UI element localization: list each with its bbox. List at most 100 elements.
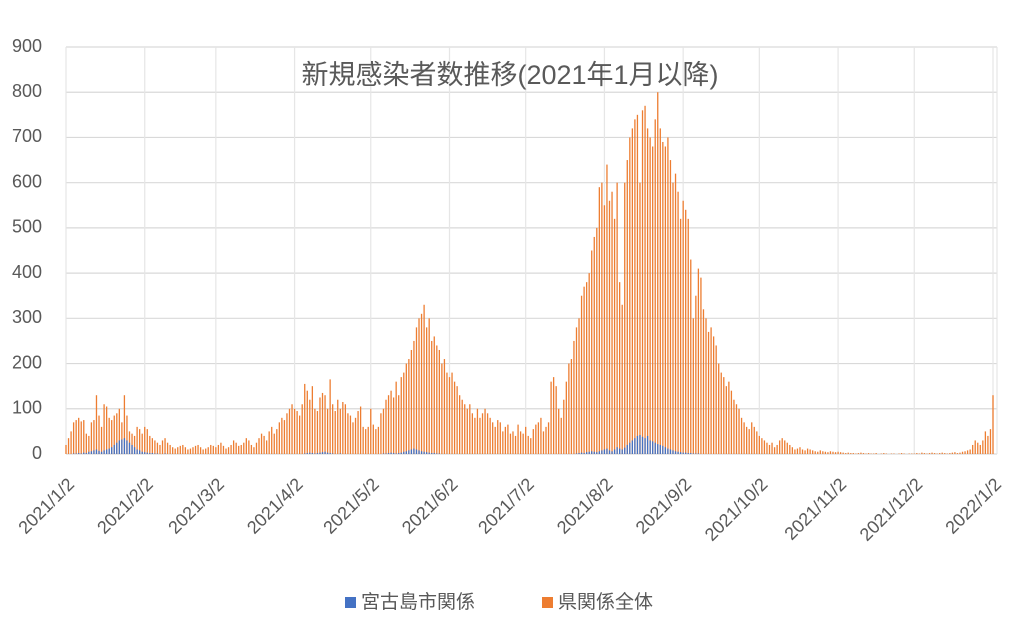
bar — [822, 451, 824, 454]
bar — [522, 433, 524, 454]
bar — [682, 200, 684, 454]
bar — [827, 452, 829, 454]
bar — [753, 426, 755, 454]
bar — [667, 137, 669, 454]
bar — [199, 447, 202, 454]
bar — [464, 404, 466, 454]
bar — [164, 438, 166, 454]
bar — [690, 453, 692, 454]
bar — [459, 395, 461, 454]
bar — [70, 431, 72, 454]
bar — [616, 182, 618, 454]
bar — [159, 444, 161, 454]
bar — [591, 250, 593, 454]
bar — [619, 282, 621, 454]
bar — [649, 440, 651, 454]
bar — [189, 448, 192, 454]
bar — [575, 327, 578, 454]
bar — [443, 359, 446, 454]
bar — [316, 453, 319, 454]
bar — [497, 420, 499, 454]
bar — [514, 435, 517, 454]
bar — [664, 447, 667, 454]
bar — [288, 408, 291, 454]
bar — [603, 205, 606, 454]
bar — [837, 451, 839, 454]
bar — [611, 451, 613, 454]
bar — [410, 449, 413, 454]
bar — [857, 453, 860, 454]
y-tick-label: 400 — [12, 262, 42, 282]
bar — [431, 453, 433, 454]
bar — [941, 452, 943, 454]
bar — [801, 449, 804, 454]
legend-swatch — [542, 597, 553, 608]
bar — [616, 447, 618, 454]
bar — [215, 447, 217, 454]
bar — [139, 429, 141, 454]
bar — [172, 447, 174, 454]
bar — [624, 182, 626, 454]
bar — [613, 449, 616, 454]
bar — [916, 453, 918, 454]
bar — [944, 453, 946, 454]
bar — [398, 453, 400, 454]
bar — [126, 415, 128, 454]
bar — [634, 119, 636, 454]
bar — [67, 438, 70, 454]
bar — [347, 413, 349, 454]
bar — [654, 442, 656, 454]
bar — [804, 450, 806, 454]
bar — [413, 340, 415, 454]
bar — [98, 450, 100, 454]
bar — [563, 399, 565, 454]
bar — [319, 452, 321, 454]
bar — [451, 372, 453, 454]
bar — [329, 453, 331, 454]
grid — [65, 46, 998, 455]
bar — [144, 452, 146, 454]
bar — [685, 209, 687, 454]
y-tick-label: 100 — [12, 398, 42, 418]
bar — [131, 433, 133, 454]
bar — [578, 318, 580, 454]
bar — [921, 452, 923, 454]
bar — [293, 408, 296, 454]
bar — [111, 447, 113, 454]
bar — [608, 200, 611, 454]
bar — [359, 406, 362, 454]
bar — [819, 450, 821, 454]
bar — [415, 327, 418, 454]
bar — [619, 448, 621, 454]
bar — [900, 453, 903, 454]
bar — [123, 395, 126, 454]
bar — [149, 435, 151, 454]
bar — [111, 420, 113, 454]
bar — [258, 438, 260, 454]
bar — [839, 452, 842, 454]
bar — [408, 450, 410, 454]
bar — [390, 452, 392, 454]
bar — [141, 433, 143, 454]
bar — [453, 381, 456, 454]
bar — [649, 137, 651, 454]
bar — [806, 448, 809, 454]
bar — [133, 435, 136, 454]
bar — [606, 448, 608, 454]
bar — [273, 433, 275, 454]
legend-swatch — [345, 597, 356, 608]
bar — [93, 420, 95, 454]
y-tick-label: 600 — [12, 171, 42, 191]
bar — [687, 218, 689, 454]
bar — [730, 390, 733, 454]
bars — [65, 92, 994, 455]
bar — [700, 277, 702, 454]
bar — [652, 441, 654, 454]
y-tick-label: 700 — [12, 126, 42, 146]
bar — [403, 372, 405, 454]
bar — [758, 435, 760, 454]
bar — [90, 451, 93, 454]
bar — [260, 433, 263, 454]
bar — [585, 282, 588, 454]
